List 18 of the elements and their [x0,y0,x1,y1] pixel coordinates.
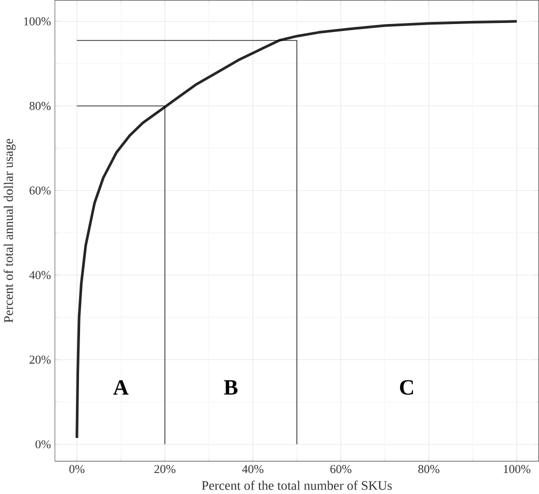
line-series [76,20,518,440]
x-tick-label: 0% [69,465,84,474]
y-axis-title: Percent of total annual dollar usage [4,139,16,323]
y-tick-label: 40% [29,271,51,280]
y-tick-label: 100% [24,18,51,26]
x-tick-label: 60% [330,465,352,474]
y-tick-label: 0% [36,440,51,449]
x-tick-label: 100% [504,465,530,474]
x-tick-label: 20% [154,465,176,474]
x-axis-title: Percent of the total number of SKUs [202,480,392,490]
y-tick-label: 60% [30,186,51,195]
annotation: B [224,380,238,395]
x-tick-label: 40% [242,465,264,474]
y-tick-label: 80% [30,102,51,110]
x-tick-label: 80% [418,465,440,474]
annotation: C [400,380,414,395]
annotation: A [113,380,129,395]
y-tick-label: 20% [30,356,51,364]
